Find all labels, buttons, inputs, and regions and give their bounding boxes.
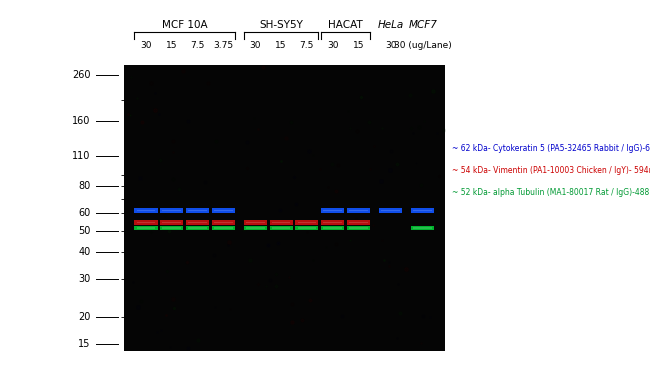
Bar [298, 221, 316, 223]
Bar [214, 210, 233, 211]
Text: 30 (ug/Lane): 30 (ug/Lane) [394, 41, 452, 50]
Bar [323, 210, 342, 211]
Text: MCF 10A: MCF 10A [162, 20, 207, 30]
Bar [186, 226, 209, 230]
Bar [212, 208, 235, 213]
Bar [321, 226, 345, 230]
Bar [160, 208, 183, 213]
Bar [186, 220, 209, 225]
Bar [135, 220, 157, 225]
Bar [272, 221, 291, 223]
Bar [188, 210, 207, 211]
Text: 7.5: 7.5 [190, 41, 205, 50]
Text: 3.75: 3.75 [213, 41, 233, 50]
Bar [323, 221, 342, 223]
Text: 40: 40 [78, 247, 90, 257]
Bar [246, 221, 265, 223]
Bar [411, 226, 434, 230]
Bar [379, 208, 402, 213]
Bar [347, 220, 370, 225]
Bar [162, 227, 181, 229]
Text: SH-SY5Y: SH-SY5Y [259, 20, 303, 30]
Bar [272, 227, 291, 229]
Bar [162, 210, 181, 211]
Bar [413, 227, 432, 229]
Bar [270, 226, 292, 230]
Text: ~ 52 kDa- alpha Tubulin (MA1-80017 Rat / IgG)-488nm: ~ 52 kDa- alpha Tubulin (MA1-80017 Rat /… [452, 188, 650, 197]
Bar [298, 227, 316, 229]
Bar [135, 208, 157, 213]
Text: 50: 50 [78, 226, 90, 236]
Bar [214, 221, 233, 223]
Bar [270, 220, 292, 225]
Text: 15: 15 [166, 41, 177, 50]
Bar [136, 221, 155, 223]
Bar [411, 208, 434, 213]
Text: 60: 60 [78, 209, 90, 219]
Bar [413, 210, 432, 211]
Text: 20: 20 [78, 312, 90, 322]
Bar [162, 221, 181, 223]
Bar [349, 227, 368, 229]
Bar [186, 208, 209, 213]
Bar [160, 220, 183, 225]
Text: 160: 160 [72, 116, 90, 126]
Bar [244, 220, 267, 225]
Bar [136, 227, 155, 229]
Bar [212, 226, 235, 230]
Text: 30: 30 [327, 41, 339, 50]
Text: HeLa: HeLa [378, 20, 404, 30]
Bar [295, 220, 318, 225]
Bar [244, 226, 267, 230]
Text: HACAT: HACAT [328, 20, 363, 30]
Bar [349, 210, 368, 211]
Bar [347, 208, 370, 213]
Bar [347, 226, 370, 230]
Text: 15: 15 [353, 41, 364, 50]
Text: ~ 54 kDa- Vimentin (PA1-10003 Chicken / IgY)- 594nm: ~ 54 kDa- Vimentin (PA1-10003 Chicken / … [452, 166, 650, 175]
Bar [160, 226, 183, 230]
Text: 15: 15 [276, 41, 287, 50]
Text: ~ 62 kDa- Cytokeratin 5 (PA5-32465 Rabbit / IgG)-680nm: ~ 62 kDa- Cytokeratin 5 (PA5-32465 Rabbi… [452, 144, 650, 153]
Text: 80: 80 [78, 181, 90, 191]
Bar [323, 227, 342, 229]
Bar [321, 220, 345, 225]
Text: 30: 30 [78, 274, 90, 284]
Text: MCF7: MCF7 [408, 20, 437, 30]
Text: 7.5: 7.5 [300, 41, 314, 50]
Bar [212, 220, 235, 225]
Bar [349, 221, 368, 223]
Bar [321, 208, 345, 213]
Bar [135, 226, 157, 230]
Text: 30: 30 [250, 41, 261, 50]
Text: 30: 30 [140, 41, 151, 50]
Bar [136, 210, 155, 211]
Text: 30: 30 [385, 41, 396, 50]
Bar [188, 227, 207, 229]
Text: 15: 15 [78, 339, 90, 349]
Bar [214, 227, 233, 229]
Bar [246, 227, 265, 229]
Text: 260: 260 [72, 70, 90, 80]
Text: 110: 110 [72, 151, 90, 161]
Bar [188, 221, 207, 223]
Bar [295, 226, 318, 230]
Bar [382, 210, 400, 211]
